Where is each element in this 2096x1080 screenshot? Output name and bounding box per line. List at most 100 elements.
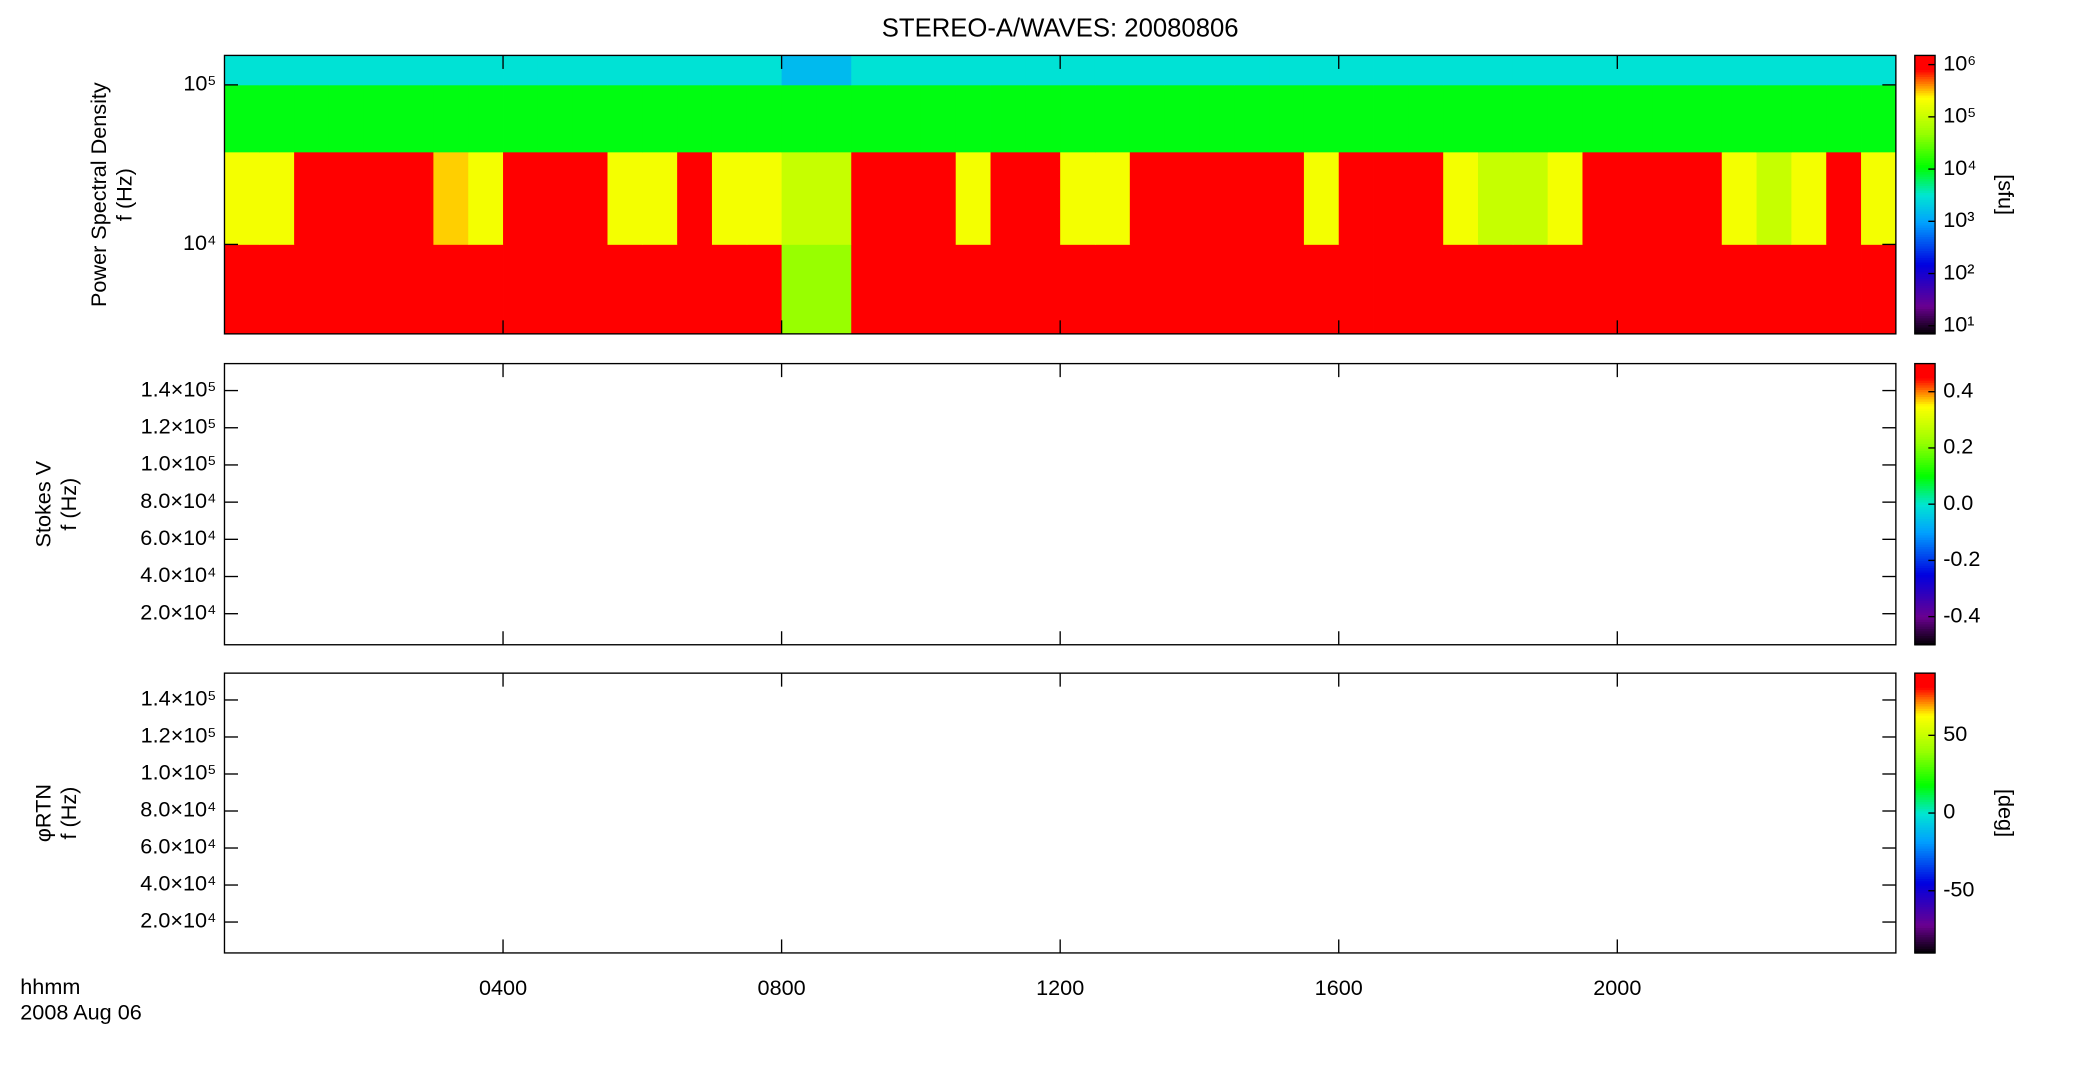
colorbar-gradient xyxy=(1914,464,1936,468)
y-tick-label: 10⁴ xyxy=(183,230,216,255)
colorbar-gradient xyxy=(1914,384,1936,388)
colorbar-gradient xyxy=(1914,806,1936,810)
colorbar-gradient xyxy=(1914,729,1936,733)
colorbar-gradient xyxy=(1914,487,1936,491)
heatmap-cell xyxy=(1478,244,1514,334)
heatmap-cell xyxy=(990,84,1026,153)
y-axis-label: f (Hz) xyxy=(111,168,136,221)
colorbar-gradient xyxy=(1914,518,1936,522)
heatmap-cell xyxy=(1512,55,1549,86)
colorbar-gradient xyxy=(1914,108,1936,112)
heatmap-cell xyxy=(363,151,399,245)
colorbar-gradient xyxy=(1914,871,1936,875)
colorbar-gradient xyxy=(1914,766,1936,770)
heatmap-cell xyxy=(1652,55,1688,86)
heatmap-cell xyxy=(1791,84,1827,153)
heatmap-cell xyxy=(1582,244,1618,334)
heatmap-cell xyxy=(1861,55,1896,86)
heatmap-cell xyxy=(1826,55,1862,86)
heatmap-cell xyxy=(607,244,643,334)
colorbar-gradient xyxy=(1914,266,1936,270)
heatmap-cell xyxy=(1408,244,1444,334)
colorbar-gradient xyxy=(1914,377,1936,381)
colorbar-gradient xyxy=(1914,836,1936,840)
heatmap-cell xyxy=(1861,151,1896,245)
colorbar-gradient xyxy=(1914,129,1936,133)
colorbar-gradient xyxy=(1914,630,1936,634)
colorbar-gradient xyxy=(1914,213,1936,217)
colorbar-gradient xyxy=(1914,87,1936,91)
colorbar-gradient xyxy=(1914,560,1936,564)
colorbar-tick-label: 0.0 xyxy=(1943,490,1973,515)
colorbar-gradient xyxy=(1914,243,1936,247)
colorbar-gradient xyxy=(1914,948,1936,952)
heatmap-cell xyxy=(781,151,817,245)
colorbar-gradient xyxy=(1914,829,1936,833)
y-tick-label: 10⁵ xyxy=(183,71,216,96)
colorbar-gradient xyxy=(1914,878,1936,882)
heatmap-cell xyxy=(1478,55,1514,86)
colorbar-gradient xyxy=(1914,701,1936,705)
colorbar-gradient xyxy=(1914,299,1936,303)
colorbar-gradient xyxy=(1914,227,1936,231)
heatmap-cell xyxy=(1861,244,1896,334)
colorbar-gradient xyxy=(1914,607,1936,611)
colorbar-gradient xyxy=(1914,497,1936,501)
heatmap-cell xyxy=(537,151,574,245)
colorbar-gradient xyxy=(1914,864,1936,868)
heatmap-cell xyxy=(294,151,330,245)
heatmap-cell xyxy=(1094,84,1131,153)
heatmap-cell xyxy=(746,55,783,86)
colorbar-gradient xyxy=(1914,834,1936,838)
colorbar-gradient xyxy=(1914,268,1936,272)
heatmap-cell xyxy=(781,55,817,86)
colorbar-gradient xyxy=(1914,684,1936,688)
colorbar-gradient xyxy=(1914,715,1936,719)
colorbar-gradient xyxy=(1914,754,1936,758)
colorbar-gradient xyxy=(1914,708,1936,712)
heatmap-cell xyxy=(1721,244,1757,334)
colorbar-gradient xyxy=(1914,331,1936,335)
heatmap-cell xyxy=(503,55,539,86)
heatmap-cell xyxy=(363,55,399,86)
colorbar-gradient xyxy=(1914,513,1936,517)
colorbar-gradient xyxy=(1914,229,1936,233)
colorbar-gradient xyxy=(1914,532,1936,536)
heatmap-cell xyxy=(607,55,643,86)
heatmap-cell xyxy=(1234,151,1270,245)
colorbar-gradient xyxy=(1914,473,1936,477)
heatmap-cell xyxy=(1443,244,1479,334)
colorbar-gradient xyxy=(1914,803,1936,807)
heatmap-cell xyxy=(1060,244,1096,334)
heatmap-cell xyxy=(537,55,574,86)
colorbar-gradient xyxy=(1914,504,1936,508)
colorbar-gradient xyxy=(1914,869,1936,873)
colorbar-gradient xyxy=(1914,85,1936,89)
heatmap-cell xyxy=(1721,151,1757,245)
colorbar-gradient xyxy=(1914,736,1936,740)
colorbar-gradient xyxy=(1914,101,1936,105)
colorbar-gradient xyxy=(1914,271,1936,275)
colorbar-gradient xyxy=(1914,873,1936,877)
colorbar-gradient xyxy=(1914,778,1936,782)
colorbar-gradient xyxy=(1914,459,1936,463)
heatmap-cell xyxy=(816,84,852,153)
colorbar-gradient xyxy=(1914,296,1936,300)
colorbar-gradient xyxy=(1914,824,1936,828)
colorbar-gradient xyxy=(1914,567,1936,571)
colorbar-gradient xyxy=(1914,771,1936,775)
colorbar-gradient xyxy=(1914,934,1936,938)
heatmap-cell xyxy=(746,84,783,153)
colorbar-gradient xyxy=(1914,892,1936,896)
heatmap-cell xyxy=(886,244,922,334)
y-tick-label: 1.0×10⁵ xyxy=(141,760,217,785)
heatmap-cell xyxy=(1199,84,1235,153)
colorbar-gradient xyxy=(1914,185,1936,189)
colorbar-gradient xyxy=(1914,287,1936,291)
heatmap-cell xyxy=(503,84,539,153)
colorbar-gradient xyxy=(1914,572,1936,576)
colorbar-gradient xyxy=(1914,257,1936,261)
heatmap-cell xyxy=(1373,151,1409,245)
heatmap-cell xyxy=(1373,84,1409,153)
